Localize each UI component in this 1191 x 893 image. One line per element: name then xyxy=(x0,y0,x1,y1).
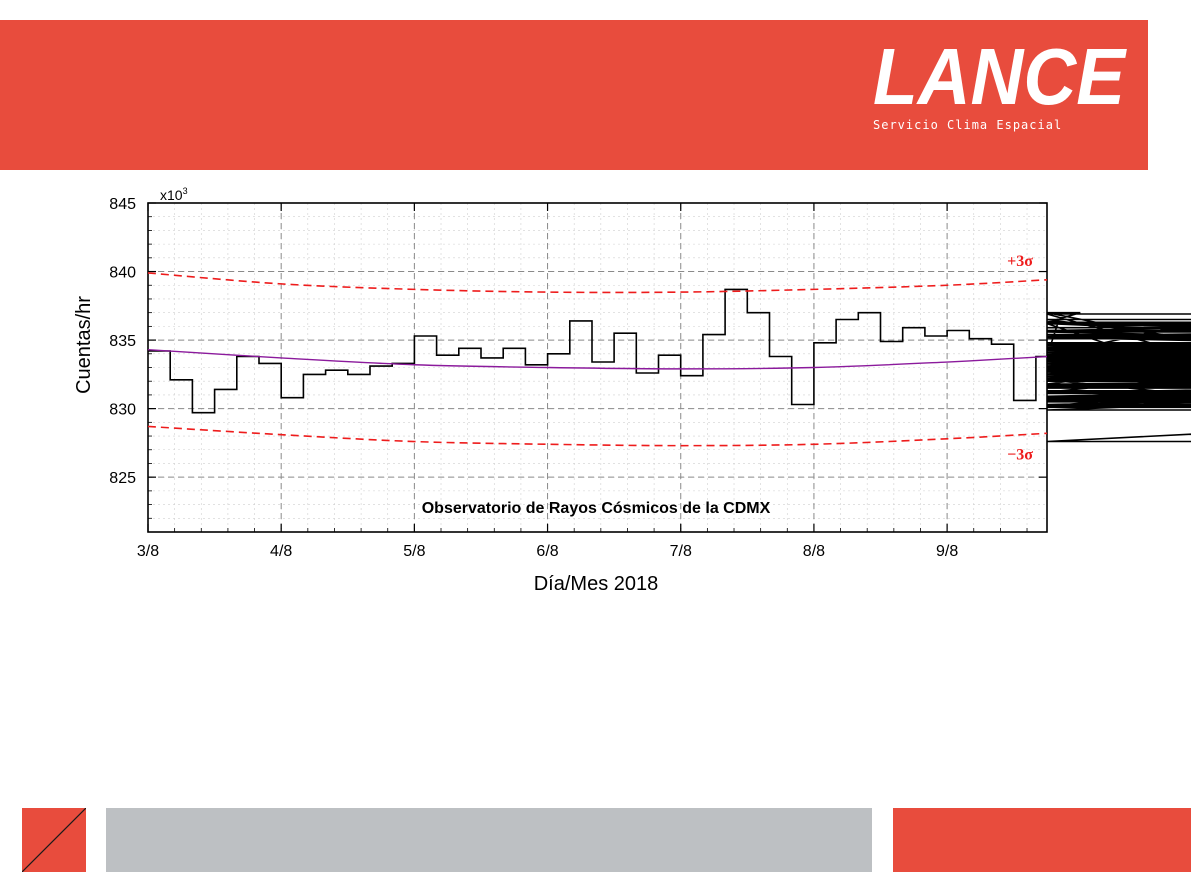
x-tick-label: 8/8 xyxy=(803,543,825,560)
major-grid xyxy=(148,202,1047,532)
diagonal-line-icon xyxy=(22,808,86,872)
y-axis-label: Cuentas/hr xyxy=(73,296,95,394)
y-tick-label: 845 xyxy=(109,196,136,213)
x-tick-label: 7/8 xyxy=(670,543,692,560)
logo-subtitle: Servicio Clima Espacial xyxy=(873,118,1063,132)
lance-logo: LANCE xyxy=(873,34,1127,114)
cosmic-ray-counts-line xyxy=(148,288,1191,443)
x-tick-label: 9/8 xyxy=(936,543,958,560)
minor-grid xyxy=(147,202,1047,533)
y-tick-label: 835 xyxy=(109,333,136,350)
y-tick-label: 840 xyxy=(109,265,136,282)
x-tick-label: 6/8 xyxy=(536,543,558,560)
mean-trend-line xyxy=(147,348,1048,370)
footer-gray-bar xyxy=(106,808,872,872)
sigma-band-line xyxy=(147,425,1048,447)
series-layer xyxy=(147,272,1191,447)
y-multiplier-base: x10 xyxy=(160,187,183,203)
sigma-label: −3σ xyxy=(1007,446,1033,463)
axis-ticks xyxy=(147,202,1047,533)
y-tick-label: 830 xyxy=(109,402,136,419)
y-tick-label: 825 xyxy=(109,470,136,487)
x-tick-label: 5/8 xyxy=(403,543,425,560)
footer-accent-square xyxy=(22,808,86,872)
y-multiplier: x103 xyxy=(160,186,188,203)
sigma-label: +3σ xyxy=(1007,253,1033,270)
plot-frame xyxy=(147,202,1048,533)
x-axis-label: Día/Mes 2018 xyxy=(534,573,659,595)
header-banner xyxy=(0,20,1148,170)
x-tick-label: 3/8 xyxy=(137,543,159,560)
logo-wordmark: LANCE xyxy=(873,34,1127,114)
x-tick-label: 4/8 xyxy=(270,543,292,560)
sigma-labels: +3σ −3σ xyxy=(1007,253,1033,464)
y-tick-labels: 825 830 835 840 845 xyxy=(109,196,136,487)
footer-red-block xyxy=(893,808,1191,872)
x-tick-labels: 3/8 4/8 5/8 6/8 7/8 8/8 9/8 xyxy=(137,543,958,560)
y-multiplier-exponent: 3 xyxy=(183,186,188,196)
chart-title: Observatorio de Rayos Cósmicos de la CDM… xyxy=(422,500,771,517)
cosmic-ray-chart: 3/8 4/8 5/8 6/8 7/8 8/8 9/8 825 830 835 840 845 +3… xyxy=(73,186,1191,595)
sigma-band-line xyxy=(147,272,1048,294)
